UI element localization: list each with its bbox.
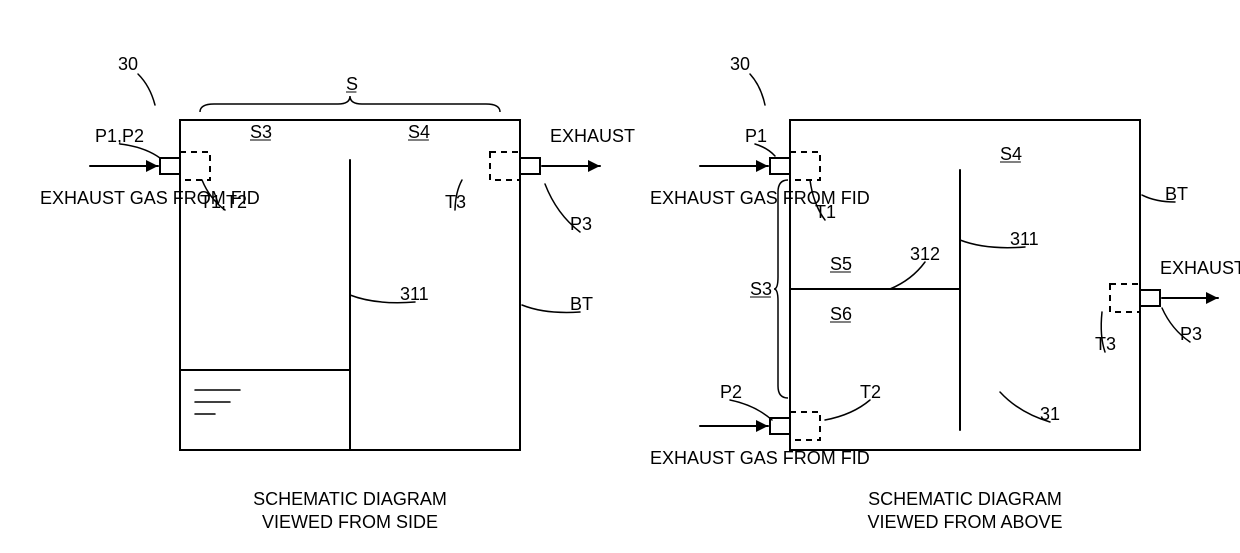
svg-text:SCHEMATIC DIAGRAM: SCHEMATIC DIAGRAM (868, 489, 1062, 509)
svg-text:VIEWED FROM SIDE: VIEWED FROM SIDE (262, 512, 438, 532)
schematic-diagram-pair: 30SS3S4P1,P2T1,T2T3P3BT311EXHAUSTEXHAUST… (0, 0, 1240, 553)
svg-text:EXHAUST: EXHAUST (550, 126, 635, 146)
svg-text:30: 30 (118, 54, 138, 74)
svg-text:30: 30 (730, 54, 750, 74)
svg-text:312: 312 (910, 244, 940, 264)
svg-text:EXHAUST GAS FROM FID: EXHAUST GAS FROM FID (650, 448, 870, 468)
svg-text:31: 31 (1040, 404, 1060, 424)
svg-text:EXHAUST GAS FROM FID: EXHAUST GAS FROM FID (650, 188, 870, 208)
svg-text:VIEWED FROM ABOVE: VIEWED FROM ABOVE (867, 512, 1062, 532)
svg-text:S6: S6 (830, 304, 852, 324)
svg-text:EXHAUST: EXHAUST (1160, 258, 1240, 278)
svg-text:S4: S4 (1000, 144, 1022, 164)
svg-text:SCHEMATIC DIAGRAM: SCHEMATIC DIAGRAM (253, 489, 447, 509)
svg-text:T3: T3 (1095, 334, 1116, 354)
svg-text:311: 311 (1010, 229, 1039, 249)
svg-text:S5: S5 (830, 254, 852, 274)
svg-text:BT: BT (1165, 184, 1188, 204)
svg-text:P3: P3 (1180, 324, 1202, 344)
svg-text:S3: S3 (750, 279, 772, 299)
svg-text:BT: BT (570, 294, 593, 314)
svg-text:EXHAUST GAS FROM FID: EXHAUST GAS FROM FID (40, 188, 260, 208)
svg-text:P3: P3 (570, 214, 592, 234)
svg-text:S3: S3 (250, 122, 272, 142)
svg-text:P2: P2 (720, 382, 742, 402)
svg-text:T2: T2 (860, 382, 881, 402)
svg-text:311: 311 (400, 284, 429, 304)
svg-text:S: S (346, 74, 358, 94)
svg-text:P1,P2: P1,P2 (95, 126, 144, 146)
svg-text:S4: S4 (408, 122, 430, 142)
svg-text:P1: P1 (745, 126, 767, 146)
